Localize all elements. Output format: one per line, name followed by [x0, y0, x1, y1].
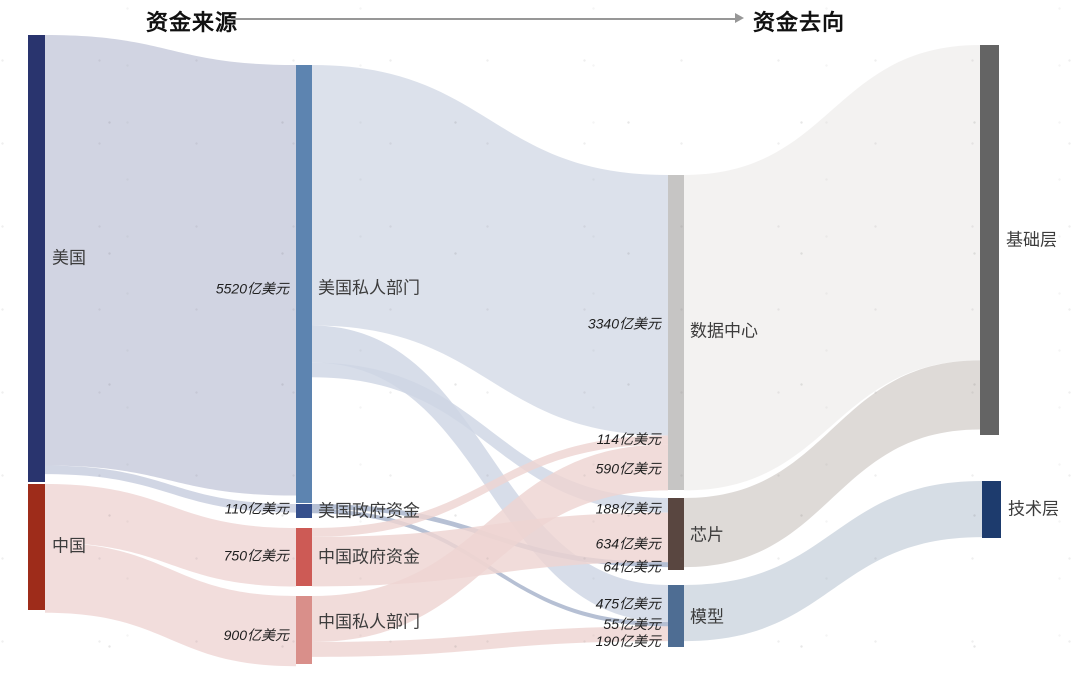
sankey-link-us_private-datacenter	[312, 65, 668, 436]
sankey-link-chip-infra	[684, 360, 980, 568]
flow-value-label: 3340亿美元	[588, 315, 662, 331]
flow-value-label: 475亿美元	[596, 596, 662, 612]
node-label-cn_private: 中国私人部门	[318, 613, 420, 632]
funding-source-title: 资金来源	[146, 10, 239, 35]
flow-value-label: 634亿美元	[596, 535, 662, 551]
flow-value-label: 114亿美元	[597, 431, 662, 447]
sankey-node-tech	[982, 481, 1001, 538]
arrow-head-icon	[735, 13, 744, 23]
node-label-cn_gov: 中国政府资金	[318, 548, 420, 567]
sankey-link-datacenter-infra	[684, 45, 980, 491]
sankey-link-china-cn_private	[45, 542, 296, 667]
sankey-link-usa-us_private	[45, 35, 296, 496]
node-label-us_gov: 美国政府资金	[318, 502, 420, 521]
flow-value-label: 900亿美元	[224, 627, 290, 643]
funding-destination-title: 资金去向	[753, 10, 846, 35]
flow-value-label: 188亿美元	[596, 500, 662, 516]
sankey-link-model-tech	[684, 481, 982, 642]
sankey-node-china	[28, 484, 45, 610]
sankey-node-infra	[980, 45, 999, 435]
sankey-node-usa	[28, 35, 45, 482]
node-label-infra: 基础层	[1006, 231, 1057, 250]
flow-value-label: 64亿美元	[603, 559, 662, 575]
node-label-china: 中国	[52, 537, 86, 556]
source-to-destination-arrow	[231, 18, 735, 20]
sankey-link-us_private-model	[312, 325, 668, 623]
sankey-node-model	[668, 585, 684, 647]
node-label-model: 模型	[690, 608, 724, 627]
sankey-node-cn_gov	[296, 528, 312, 586]
flow-value-label: 750亿美元	[224, 547, 290, 563]
flow-value-label: 110亿美元	[225, 500, 290, 516]
sankey-node-chip	[668, 498, 684, 570]
sankey-link-usa-us_gov	[45, 465, 296, 513]
node-label-chip: 芯片	[690, 526, 724, 545]
node-label-usa: 美国	[52, 249, 86, 268]
sankey-node-us_gov	[296, 504, 312, 518]
node-label-tech: 技术层	[1008, 500, 1059, 519]
node-label-datacenter: 数据中心	[690, 322, 758, 341]
flow-value-label: 5520亿美元	[216, 280, 290, 296]
sankey-node-datacenter	[668, 175, 684, 490]
sankey-link-cn_gov-datacenter	[312, 435, 668, 537]
flow-value-label: 590亿美元	[596, 460, 662, 476]
flow-value-label: 55亿美元	[603, 616, 662, 632]
sankey-node-cn_private	[296, 596, 312, 664]
node-label-us_private: 美国私人部门	[318, 279, 420, 298]
flow-value-label: 190亿美元	[596, 633, 662, 649]
sankey-link-china-cn_gov	[45, 484, 296, 587]
sankey-link-us_private-chip	[312, 362, 668, 513]
sankey-link-cn_private-model	[312, 626, 668, 657]
sankey-node-us_private	[296, 65, 312, 503]
sankey-link-cn_private-datacenter	[312, 444, 668, 643]
